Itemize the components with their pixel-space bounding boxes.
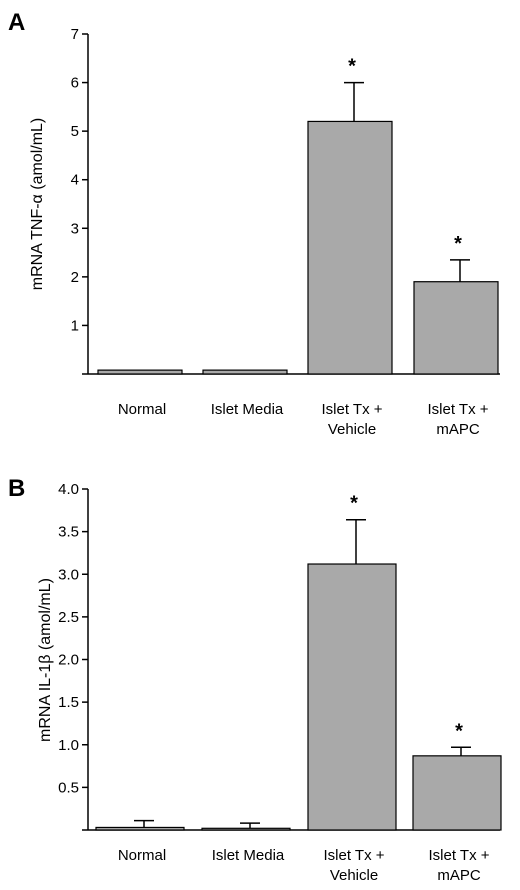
- bar: [413, 281, 499, 375]
- bar: [412, 755, 502, 831]
- bar: [97, 369, 183, 375]
- y-tick-label: 2.5: [58, 609, 79, 626]
- category-label: Islet Tx +: [324, 847, 385, 864]
- y-tick-label: 7: [71, 26, 79, 43]
- category-label: Islet Tx +: [429, 847, 490, 864]
- category-label: Vehicle: [328, 421, 376, 438]
- y-tick-label: 1.5: [58, 694, 79, 711]
- y-tick-label: 2.0: [58, 652, 79, 669]
- y-tick-label: 4: [71, 172, 79, 189]
- category-label: Normal: [118, 847, 166, 864]
- bar: [95, 826, 185, 831]
- significance-marker: *: [455, 720, 463, 742]
- significance-marker: *: [454, 233, 462, 255]
- category-label: Islet Tx +: [322, 401, 383, 418]
- category-label: Vehicle: [330, 867, 378, 884]
- chart-panel-b: B mRNA IL-1β (amol/mL) 0.5 1.0 1.5 2.0 2.5 3.0…: [8, 475, 502, 884]
- panel-letter-a: A: [8, 9, 25, 36]
- y-tick-label: 0.5: [58, 779, 79, 796]
- significance-marker: *: [350, 493, 358, 515]
- bar: [307, 563, 397, 831]
- y-tick-label: 3.0: [58, 566, 79, 583]
- chart-panel-a: A mRNA TNF-α (amol/mL) 1 2 3 4 5 6 7 Normal Islet…: [8, 9, 500, 438]
- category-label: mAPC: [436, 421, 480, 438]
- y-tick-label: 5: [71, 123, 79, 140]
- y-tick-label: 1.0: [58, 737, 79, 754]
- bar: [202, 369, 288, 375]
- y-tick-label: 2: [71, 269, 79, 286]
- y-tick-label: 1: [71, 317, 79, 334]
- bar: [201, 827, 291, 831]
- y-tick-label: 6: [71, 75, 79, 92]
- category-label: Islet Media: [211, 401, 284, 418]
- y-tick-label: 3: [71, 220, 79, 237]
- y-tick-label: 4.0: [58, 481, 79, 498]
- category-label: Islet Media: [212, 847, 285, 864]
- panel-letter-b: B: [8, 475, 25, 502]
- y-tick-label: 3.5: [58, 524, 79, 541]
- category-label: Islet Tx +: [428, 401, 489, 418]
- y-axis-label: mRNA TNF-α (amol/mL): [29, 118, 46, 291]
- category-label: mAPC: [437, 867, 481, 884]
- bar: [307, 120, 393, 375]
- significance-marker: *: [348, 56, 356, 78]
- y-axis-label: mRNA IL-1β (amol/mL): [37, 578, 54, 742]
- category-label: Normal: [118, 401, 166, 418]
